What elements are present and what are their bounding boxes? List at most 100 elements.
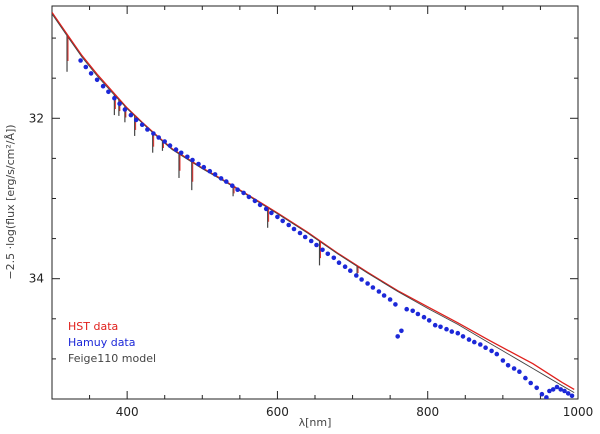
hamuy-point: [547, 388, 552, 394]
hamuy-point: [449, 329, 455, 334]
hamuy-point: [539, 391, 545, 397]
hamuy-point: [365, 281, 370, 286]
hamuy-point: [291, 226, 297, 232]
hamuy-point: [426, 318, 432, 323]
hamuy-point: [336, 260, 342, 266]
hamuy-point: [207, 168, 213, 174]
hamuy-point: [185, 154, 190, 160]
hamuy-point: [558, 387, 563, 392]
hamuy-point: [354, 273, 359, 278]
hamuy-point: [393, 302, 398, 307]
x-axis-title: λ[nm]: [299, 416, 332, 429]
hamuy-point: [489, 348, 494, 354]
hamuy-point: [544, 395, 549, 399]
series-line-feige110-model: [52, 13, 575, 393]
hamuy-point: [156, 135, 161, 140]
hamuy-point: [550, 387, 556, 392]
hamuy-point: [348, 268, 353, 274]
legend-hamuy: Hamuy data: [68, 336, 135, 349]
hamuy-point: [483, 345, 488, 351]
hamuy-point: [117, 101, 122, 107]
hamuy-point: [331, 255, 337, 261]
hamuy-point: [257, 202, 263, 208]
hamuy-point: [280, 218, 286, 224]
hamuy-point: [399, 328, 404, 334]
legend: HST data Hamuy data Feige110 model: [68, 320, 156, 365]
hamuy-point: [128, 112, 134, 118]
hamuy-point: [569, 393, 575, 399]
hamuy-point: [314, 242, 319, 248]
hamuy-point: [370, 285, 376, 290]
hamuy-point: [359, 277, 364, 282]
hamuy-point: [432, 322, 438, 328]
y-axis-title: −2.5 ·log(flux [erg/s/cm²/Å]): [4, 124, 17, 279]
x-tick-label: 400: [116, 405, 139, 419]
hamuy-point: [145, 127, 150, 132]
hamuy-point: [438, 324, 443, 330]
series-line-hst-data: [52, 12, 575, 390]
hamuy-point: [376, 289, 382, 294]
hamuy-point: [554, 384, 560, 390]
hamuy-point: [421, 314, 427, 320]
hamuy-point: [410, 308, 416, 314]
hamuy-point: [224, 179, 229, 184]
hamuy-point: [162, 139, 167, 144]
hamuy-point: [472, 339, 477, 345]
hamuy-point: [88, 71, 94, 76]
hamuy-point: [275, 214, 280, 220]
hamuy-point: [196, 161, 201, 167]
hamuy-point: [415, 311, 421, 317]
hamuy-point: [297, 230, 303, 236]
hamuy-point: [252, 198, 258, 204]
hamuy-point: [133, 117, 139, 123]
hamuy-point: [342, 264, 348, 270]
y-tick-label: 32: [29, 111, 44, 125]
hamuy-point: [167, 143, 173, 148]
x-tick-label: 800: [416, 405, 439, 419]
hamuy-point: [106, 89, 111, 95]
hamuy-point: [100, 83, 106, 89]
hamuy-point: [269, 210, 274, 216]
hamuy-point: [139, 122, 145, 127]
hamuy-point: [212, 172, 218, 177]
hamuy-point: [444, 326, 449, 332]
hamuy-point: [460, 334, 466, 339]
hamuy-point: [523, 375, 528, 381]
hamuy-point: [404, 306, 410, 312]
hamuy-point: [246, 194, 252, 200]
hamuy-point: [302, 234, 308, 240]
hamuy-point: [381, 293, 387, 298]
x-tick-label: 1000: [563, 405, 594, 419]
hamuy-point: [395, 334, 401, 339]
hamuy-point: [505, 363, 511, 368]
hamuy-point: [478, 342, 483, 347]
hamuy-point: [562, 388, 567, 394]
hamuy-point: [78, 58, 83, 63]
hamuy-point: [263, 206, 269, 212]
hamuy-point: [325, 251, 331, 257]
hamuy-point: [455, 330, 461, 336]
hamuy-point: [112, 95, 117, 101]
hamuy-point: [190, 157, 195, 163]
hamuy-point: [511, 366, 517, 371]
hamuy-point: [320, 247, 325, 253]
hamuy-point: [466, 337, 472, 342]
legend-model: Feige110 model: [68, 352, 156, 365]
hamuy-point: [201, 164, 207, 170]
hamuy-point: [286, 222, 292, 228]
hamuy-point: [517, 369, 522, 375]
hamuy-point: [151, 131, 156, 136]
hamuy-point: [235, 187, 240, 192]
hamuy-point: [500, 358, 506, 363]
hamuy-point: [387, 297, 393, 302]
axis-ticks: 400 600 800 1000 32 34: [29, 6, 594, 419]
hamuy-point: [494, 351, 500, 357]
hamuy-point: [528, 380, 533, 386]
hamuy-point: [565, 391, 571, 396]
hamuy-point: [534, 385, 539, 391]
y-tick-label: 34: [29, 272, 44, 286]
hamuy-point: [94, 77, 100, 83]
legend-hst: HST data: [68, 320, 118, 333]
hamuy-point: [241, 190, 246, 196]
